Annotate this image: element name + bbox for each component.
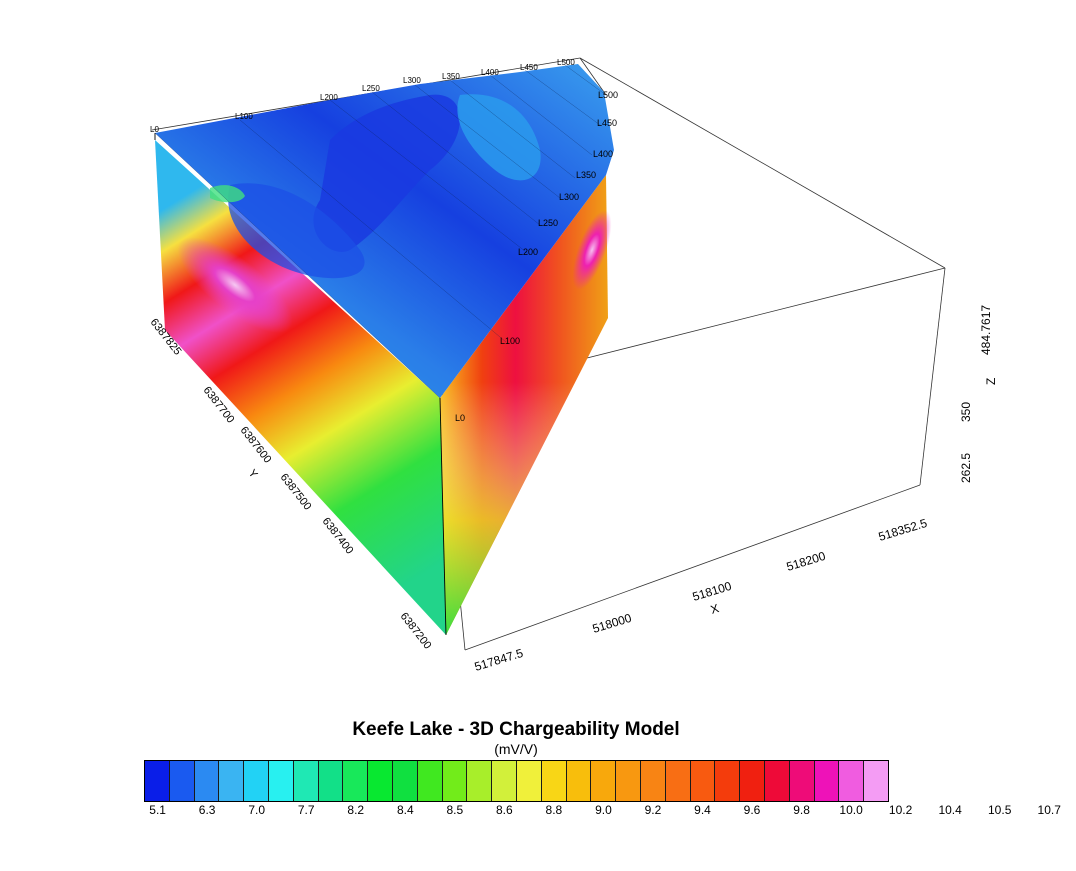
x-tick: 518100 [691,579,734,604]
legend-swatch [293,761,319,801]
chargeability-3d-model: L0 L100 L200 L250 L300 L350 L400 L450 L5… [148,57,998,674]
line-label: L250 [538,218,558,228]
legend-swatch [591,761,617,801]
x-axis-label: X [709,601,721,617]
legend-swatch [715,761,741,801]
line-label: L100 [500,336,520,346]
survey-line-grid [154,64,607,399]
legend-swatch [541,761,567,801]
legend-swatch [467,761,493,801]
y-axis-label: Y [246,467,260,481]
survey-labels-top: L0 L100 L200 L250 L300 L350 L400 L450 L5… [150,58,575,134]
legend-tick-label: 9.8 [793,803,810,817]
legend-tick-label: 7.7 [297,803,315,817]
line-label: L500 [557,58,575,67]
legend-swatch [616,761,641,801]
legend-unit: (mV/V) [494,741,538,757]
line-label: L0 [150,125,159,134]
legend-tick-label: 8.6 [496,803,513,817]
legend-tick-label: 8.5 [446,803,464,817]
legend-swatch [194,761,220,801]
legend-swatch [442,761,468,801]
legend-swatch [740,761,765,801]
x-tick: 518000 [591,611,634,636]
z-tick: 350 [959,402,973,422]
line-label: L450 [520,63,538,72]
legend-tick-label: 9.6 [743,803,761,817]
legend-tick-label: 7.0 [248,803,266,817]
line-label: L0 [455,413,465,423]
line-label: L350 [442,72,460,81]
legend-swatch [219,761,245,801]
legend-swatch [640,761,666,801]
legend-swatch [417,761,443,801]
legend-tick-label: 8.8 [545,803,563,817]
legend-swatch [764,761,790,801]
line-label: L500 [598,90,618,100]
legend-tick-label: 8.2 [347,803,365,817]
legend-tick-label: 10.4 [938,803,962,817]
line-label: L300 [559,192,579,202]
line-label: L200 [518,247,538,257]
legend-swatch [665,761,691,801]
right-hotspot [572,210,612,290]
line-label: L400 [481,68,499,77]
line-label: L200 [320,93,338,102]
legend-swatch [516,761,542,801]
z-axis-label: Z [984,378,998,385]
legend-swatch [268,761,294,801]
legend-tick-label: 8.4 [396,803,414,817]
left-hotspot [177,237,293,333]
top-anomaly [313,94,460,252]
line-label: L250 [362,84,380,93]
legend-swatch [839,761,865,801]
line-label: L400 [593,149,613,159]
legend-tick-label: 6.3 [198,803,216,817]
legend-swatch [864,761,888,801]
legend-swatch [789,761,815,801]
legend-tick-label: 10.0 [839,803,863,817]
z-axis: 262.5 350 484.7617 Z [959,305,998,483]
legend-tick-label: 5.1 [149,803,166,817]
legend-swatch [145,761,170,801]
legend-tick-label: 10.2 [888,803,913,817]
line-label: L450 [597,118,617,128]
legend-swatch [690,761,716,801]
legend-swatch [492,761,517,801]
legend-tick-label: 9.0 [595,803,612,817]
legend-swatch [244,761,269,801]
y-tick: 6387200 [398,610,434,651]
x-tick: 518352.5 [877,516,929,544]
chart-title: Keefe Lake - 3D Chargeability Model [352,719,680,740]
x-tick: 517847.5 [473,646,525,674]
z-tick: 262.5 [959,453,973,483]
legend-swatch [318,761,344,801]
z-tick: 484.7617 [979,305,993,355]
legend-tick-label: 9.2 [644,803,662,817]
line-label: L300 [403,76,421,85]
line-label: L100 [235,112,253,121]
legend-swatch [368,761,393,801]
legend-ticks: 5.1 6.3 7.0 7.7 8.2 8.4 8.5 8.6 8.8 9.0 9.2 9.4 9.6 9… [0,803,1076,823]
legend-swatch [566,761,592,801]
legend-tick-label: 10.7 [1037,803,1061,817]
line-label: L350 [576,170,596,180]
legend-tick-label: 9.4 [694,803,711,817]
survey-labels-right: L500 L450 L400 L350 L300 L250 L200 L100 … [455,90,618,423]
x-axis: 517847.5 518000 518100 518200 518352.5 X [473,516,929,674]
model-edges [154,133,447,636]
legend-swatch [392,761,418,801]
legend-swatch [814,761,840,801]
x-tick: 518200 [785,549,828,574]
legend-swatch [169,761,195,801]
color-legend [144,760,889,802]
legend-swatch [343,761,369,801]
legend-tick-label: 10.5 [988,803,1012,817]
